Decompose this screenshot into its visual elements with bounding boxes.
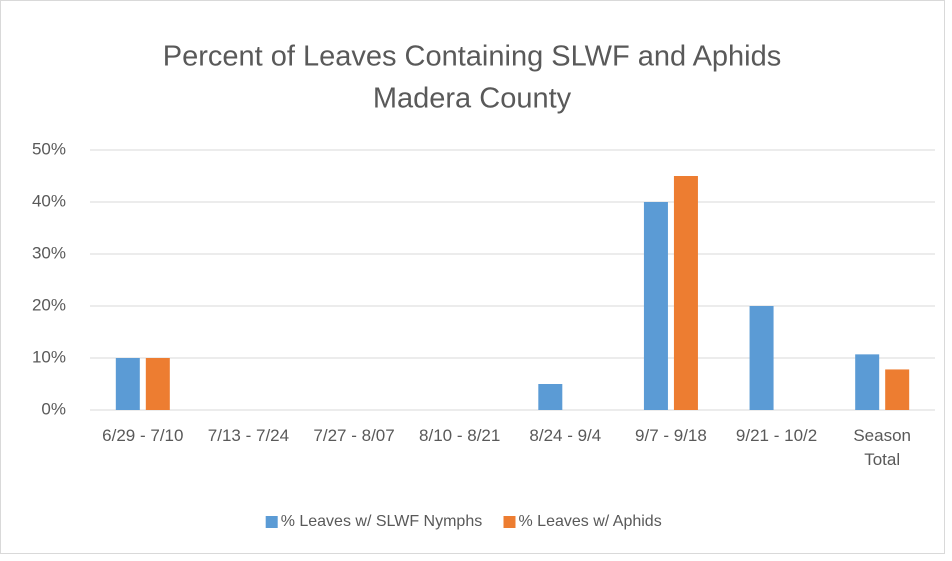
bar [673,176,698,410]
x-tick-label: 6/29 - 7/10 [102,426,184,445]
x-tick-label: 8/10 - 8/21 [419,426,501,445]
legend-label: % Leaves w/ Aphids [519,513,662,530]
x-tick-label: 9/21 - 10/2 [735,426,818,445]
bar [643,202,668,410]
bar [115,358,140,410]
x-tick-label: 8/24 - 9/4 [529,426,602,445]
bar [145,358,170,410]
legend-swatch [265,516,278,528]
bar [538,384,563,410]
legend-swatch [503,516,516,528]
y-tick-label: 20% [32,295,66,314]
chart-subtitle: Madera County [373,83,572,115]
x-tick-label: 7/27 - 8/07 [313,426,395,445]
legend-label: % Leaves w/ SLWF Nymphs [281,513,483,530]
y-tick-label: 40% [32,191,66,210]
x-tick-label: Season Total [853,426,912,469]
bar [855,354,880,410]
x-tick-label: 7/13 - 7/24 [207,426,290,445]
bar [749,306,774,410]
y-tick-label: 50% [32,139,66,158]
y-tick-label: 30% [32,243,66,262]
x-tick-label: 9/7 - 9/18 [635,426,707,445]
y-tick-label: 10% [32,347,66,366]
bar [885,369,910,410]
y-tick-label: 0% [41,399,66,418]
chart-title: Percent of Leaves Containing SLWF and Ap… [163,41,782,73]
